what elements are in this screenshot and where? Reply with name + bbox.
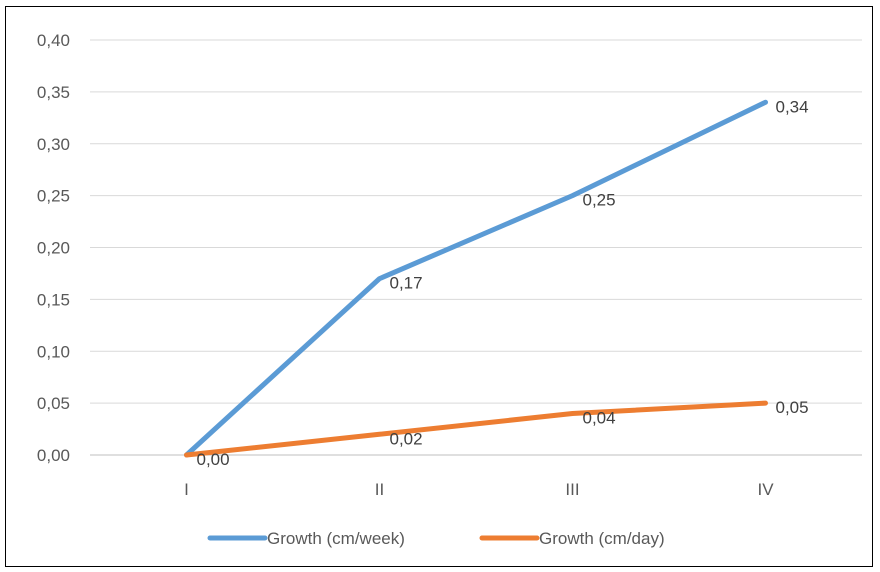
data-label: 0,02 <box>390 429 423 448</box>
y-tick-label: 0,40 <box>37 31 70 50</box>
x-tick-label: I <box>184 480 189 499</box>
y-axis: 0,00 0,05 0,10 0,15 0,20 0,25 0,30 0,35 0,40 <box>37 31 70 465</box>
gridlines <box>90 39 862 456</box>
y-tick-label: 0,30 <box>37 135 70 154</box>
x-tick-label: IV <box>757 480 774 499</box>
y-tick-label: 0,15 <box>37 290 70 309</box>
data-labels: 0,17 0,25 0,34 0,00 0,02 0,04 0,05 <box>197 97 809 469</box>
x-axis: I II III IV <box>184 480 774 499</box>
data-label: 0,00 <box>197 450 230 469</box>
legend-label: Growth (cm/week) <box>267 529 405 548</box>
data-label: 0,04 <box>583 409 616 428</box>
y-tick-label: 0,05 <box>37 394 70 413</box>
data-label: 0,25 <box>583 191 616 210</box>
series-line-2 <box>184 400 768 458</box>
data-label: 0,05 <box>776 398 809 417</box>
legend: Growth (cm/week) Growth (cm/day) <box>207 529 665 548</box>
y-tick-label: 0,10 <box>37 342 70 361</box>
y-tick-label: 0,00 <box>37 446 70 465</box>
y-tick-label: 0,25 <box>37 187 70 206</box>
x-tick-label: II <box>375 480 384 499</box>
chart-frame <box>5 6 873 567</box>
x-tick-label: III <box>565 480 579 499</box>
series-line-1 <box>184 99 768 458</box>
legend-label: Growth (cm/day) <box>539 529 665 548</box>
data-label: 0,34 <box>776 97 809 116</box>
data-label: 0,17 <box>390 274 423 293</box>
series-lines <box>184 99 768 458</box>
y-tick-label: 0,35 <box>37 83 70 102</box>
y-tick-label: 0,20 <box>37 239 70 258</box>
